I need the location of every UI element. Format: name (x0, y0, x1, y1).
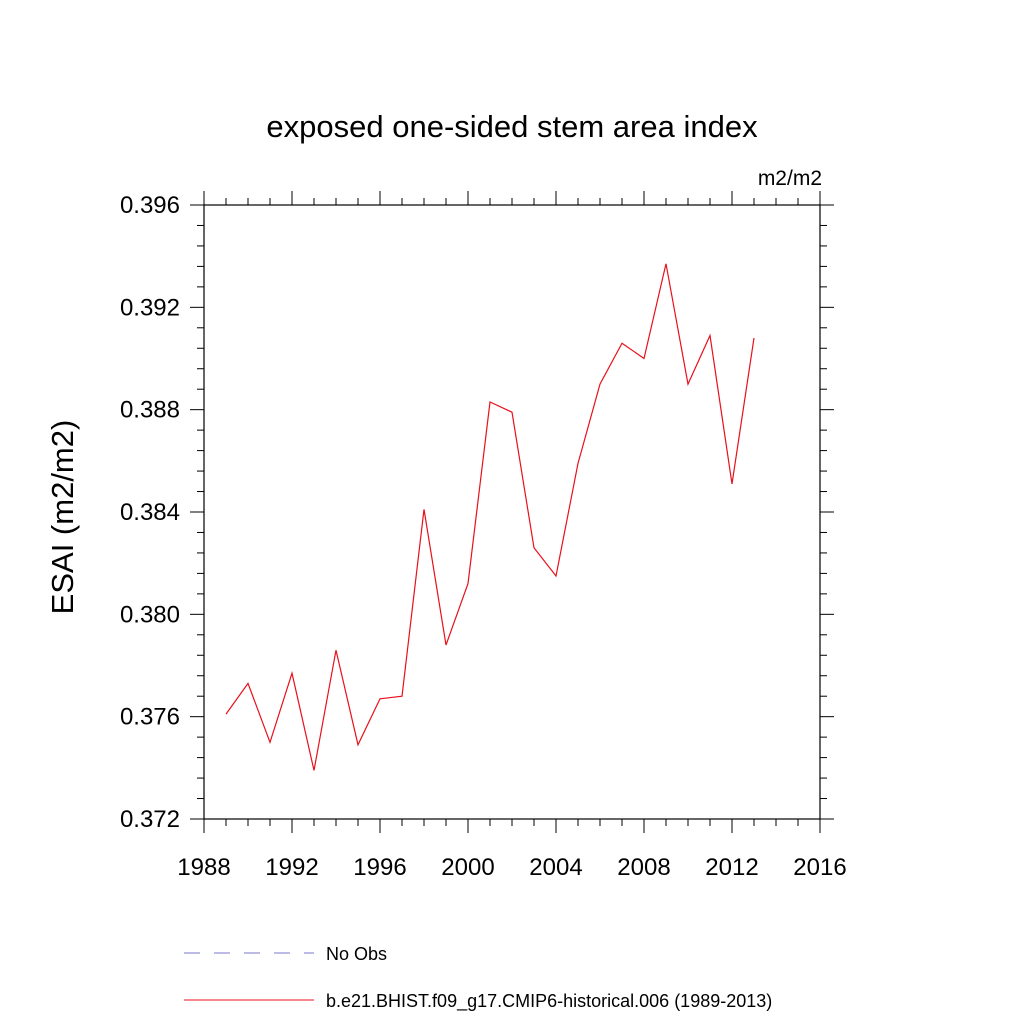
series-group (225, 263, 755, 771)
chart-title: exposed one-sided stem area index (266, 109, 758, 144)
x-tick-label: 1996 (353, 854, 406, 881)
legend-label-1: b.e21.BHIST.f09_g17.CMIP6-historical.006… (326, 991, 772, 1012)
y-tick-label: 0.376 (120, 704, 180, 731)
legend-label-0: No Obs (326, 944, 387, 964)
x-tick-label: 1988 (177, 854, 230, 881)
plot-axes: 1988 1992 1996 2000 2004 2008 2012 2016 0.372 0.3… (120, 191, 847, 881)
y-tick-label: 0.380 (120, 601, 180, 628)
x-tick-label: 2004 (529, 854, 582, 881)
legend: No Obs b.e21.BHIST.f09_g17.CMIP6-historic… (184, 944, 772, 1012)
x-tick-label: 2008 (617, 854, 670, 881)
x-tick-label: 2000 (441, 854, 494, 881)
y-axis-label: ESAI (m2/m2) (45, 420, 80, 615)
x-tick-label: 2016 (793, 854, 846, 881)
y-tick-label: 0.396 (120, 192, 180, 219)
y-tick-label: 0.392 (120, 294, 180, 321)
x-tick-label: 2012 (705, 854, 758, 881)
series-line-0 (225, 263, 755, 771)
y-tick-label: 0.384 (120, 499, 180, 526)
plot-frame (203, 204, 821, 820)
y-tick-label: 0.388 (120, 397, 180, 424)
units-label: m2/m2 (758, 167, 822, 190)
x-tick-label: 1992 (265, 854, 318, 881)
y-tick-label: 0.372 (120, 806, 180, 833)
